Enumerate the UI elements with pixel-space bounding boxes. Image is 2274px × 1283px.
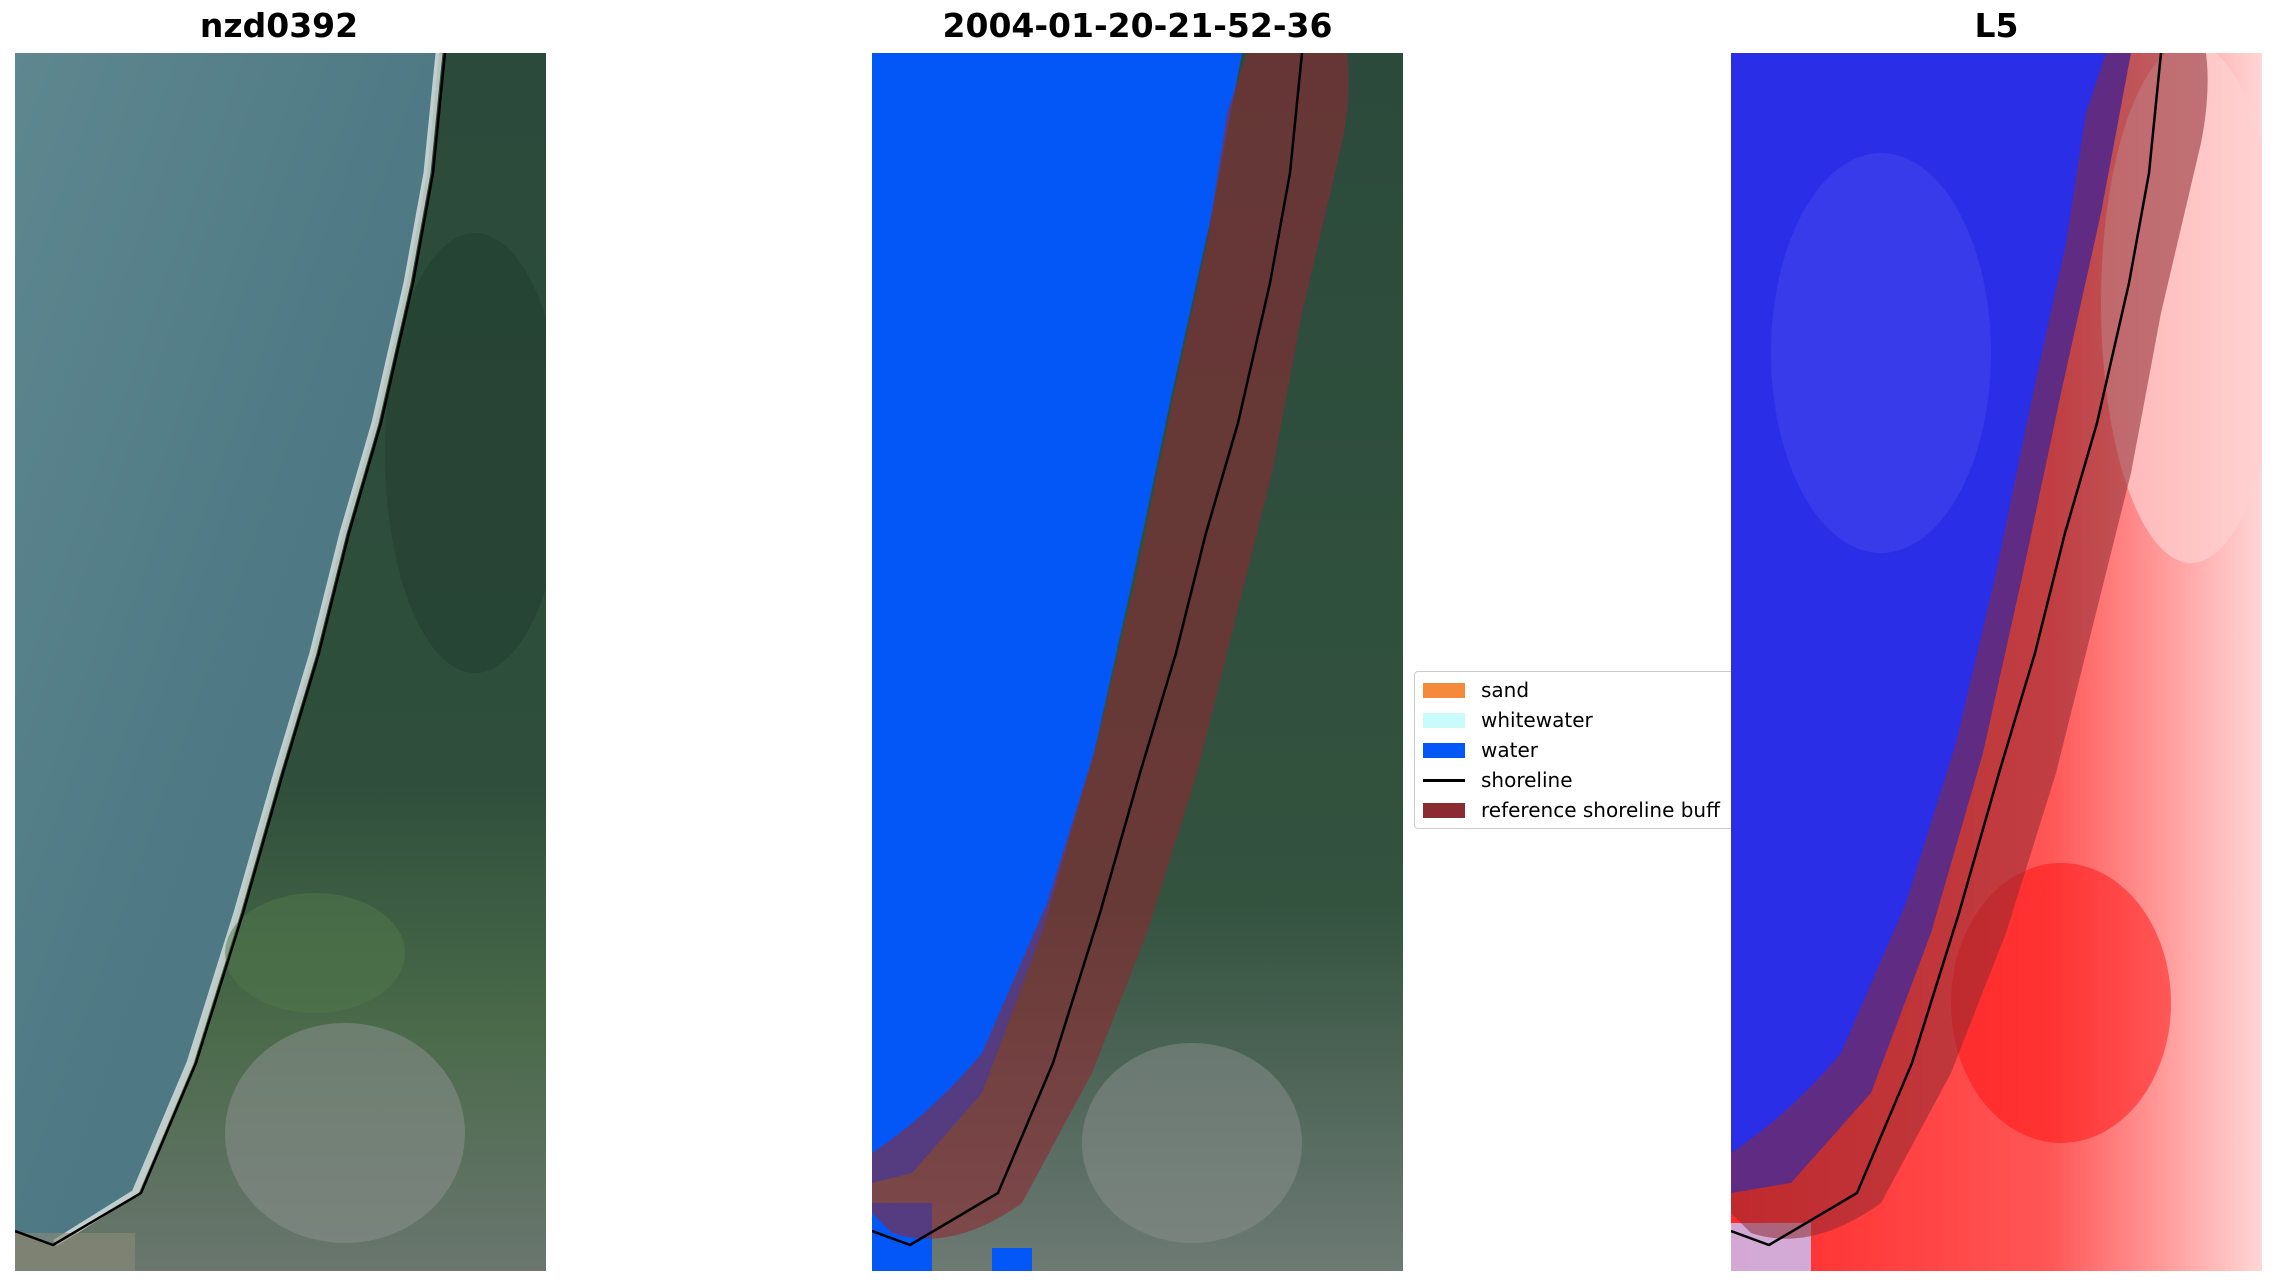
legend: sand whitewater water shoreline referenc…	[1414, 671, 1744, 829]
legend-label: sand	[1481, 678, 1530, 702]
legend-item-sand: sand	[1423, 676, 1529, 704]
shoreline	[1731, 53, 2163, 1247]
buffer-swatch	[1423, 802, 1465, 818]
shoreline-line-sample	[1423, 778, 1465, 782]
shoreline	[15, 53, 447, 1247]
shoreline	[872, 53, 1304, 1247]
legend-label: water	[1481, 738, 1538, 762]
legend-label: reference shoreline buff	[1481, 798, 1720, 822]
legend-label: shoreline	[1481, 768, 1573, 792]
l5-index-panel	[1731, 53, 2262, 1271]
legend-item-buffer: reference shoreline buff	[1423, 796, 1720, 824]
legend-label: whitewater	[1481, 708, 1593, 732]
water-swatch	[1423, 742, 1465, 758]
classification-panel	[872, 53, 1403, 1271]
whitewater-swatch	[1423, 712, 1465, 728]
sand-swatch	[1423, 682, 1465, 698]
legend-item-whitewater: whitewater	[1423, 706, 1593, 734]
rgb-image	[15, 53, 546, 1271]
rgb-image-panel	[15, 53, 546, 1271]
panel-title-image: nzd0392	[199, 6, 359, 45]
panel-title-index: L5	[1974, 6, 2019, 45]
classification-image	[872, 53, 1403, 1271]
legend-item-shoreline: shoreline	[1423, 766, 1573, 794]
panel-title-classification: 2004-01-20-21-52-36	[942, 6, 1333, 45]
legend-item-water: water	[1423, 736, 1538, 764]
l5-index-image	[1731, 53, 2262, 1271]
